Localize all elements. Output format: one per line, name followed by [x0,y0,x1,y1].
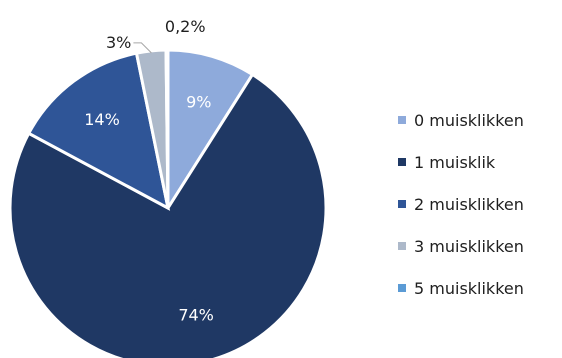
legend-label-2: 2 muisklikken [414,194,524,214]
legend-swatch-4 [398,284,406,292]
legend-swatch-2 [398,200,406,208]
legend-swatch-0 [398,116,406,124]
leader-line-3 [133,42,152,54]
data-label-3: 3% [106,33,131,52]
pie-slice-4 [164,48,170,209]
legend-item-1: 1 muisklik [398,148,524,176]
legend-swatch-3 [398,242,406,250]
legend-label-4: 5 muisklikken [414,278,524,298]
legend-label-0: 0 muisklikken [414,110,524,130]
pie-slices [8,48,328,358]
pie-slice-0 [166,48,255,214]
data-label-0: 9% [186,92,211,111]
legend-item-4: 5 muisklikken [398,274,524,302]
leader-lines [133,42,152,54]
legend-item-2: 2 muisklikken [398,190,524,218]
legend-swatch-1 [398,158,406,166]
pie-slice-1 [8,72,328,358]
data-labels: 9% 74% 14% 3% 0,2% [84,17,214,325]
legend-label-1: 1 muisklik [414,152,496,172]
legend-label-3: 3 muisklikken [414,236,524,256]
legend-item-3: 3 muisklikken [398,232,524,260]
legend-item-0: 0 muisklikken [398,106,524,134]
legend: 0 muisklikken 1 muisklik 2 muisklikken 3 mu… [398,106,524,316]
data-label-1: 74% [178,306,214,325]
data-label-4: 0,2% [165,17,206,36]
pie-slice-2 [26,51,171,211]
data-label-2: 14% [84,110,120,129]
